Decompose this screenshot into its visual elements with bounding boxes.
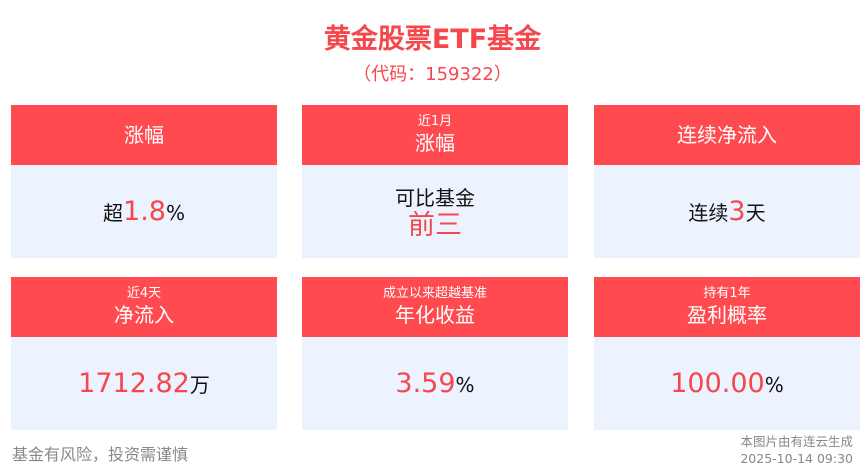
suffix: % — [165, 201, 185, 225]
card-change: 涨幅 超1.8% — [11, 105, 277, 258]
card-header: 连续净流入 — [677, 123, 777, 147]
card-month-change: 近1月涨幅 可比基金 前三 — [302, 105, 568, 258]
card-header: 年化收益 — [395, 303, 475, 327]
card-net-inflow: 近4天净流入 1712.82万 — [11, 277, 277, 430]
card-value: 1.8 — [123, 196, 166, 227]
card-consecutive-inflow: 连续净流入 连续3天 — [594, 105, 860, 258]
source-text: 本图片由有连云生成 — [740, 434, 853, 449]
card-value: 1712.82 — [78, 368, 190, 399]
card-profit-probability: 持有1年盈利概率 100.00% — [594, 277, 860, 430]
fund-code: （代码：159322） — [353, 64, 512, 85]
page-title: 黄金股票ETF基金 — [323, 24, 542, 55]
suffix: % — [455, 373, 475, 397]
card-header: 净流入 — [114, 303, 174, 327]
suffix: 万 — [189, 373, 210, 397]
prefix: 连续 — [688, 201, 729, 225]
risk-disclaimer: 基金有风险，投资需谨慎 — [12, 445, 189, 464]
card-value: 3 — [728, 196, 746, 227]
card-subheader: 近4天 — [126, 286, 162, 301]
card-line: 可比基金 — [395, 186, 475, 210]
card-subheader: 近1月 — [417, 114, 453, 129]
card-header: 盈利概率 — [687, 303, 767, 327]
card-header: 涨幅 — [124, 123, 164, 147]
card-header: 涨幅 — [415, 131, 455, 155]
timestamp: 2025-10-14 09:30 — [740, 451, 853, 466]
prefix: 超 — [103, 201, 124, 225]
suffix: % — [764, 373, 784, 397]
card-value: 前三 — [408, 210, 462, 241]
source-info: 本图片由有连云生成 2025-10-14 09:30 — [740, 433, 853, 467]
card-annual-return: 成立以来超越基准年化收益 3.59% — [302, 277, 568, 430]
suffix: 天 — [745, 201, 766, 225]
card-subheader: 持有1年 — [703, 286, 751, 301]
card-value: 100.00 — [670, 368, 765, 399]
card-subheader: 成立以来超越基准 — [382, 286, 487, 301]
card-value: 3.59 — [395, 368, 456, 399]
